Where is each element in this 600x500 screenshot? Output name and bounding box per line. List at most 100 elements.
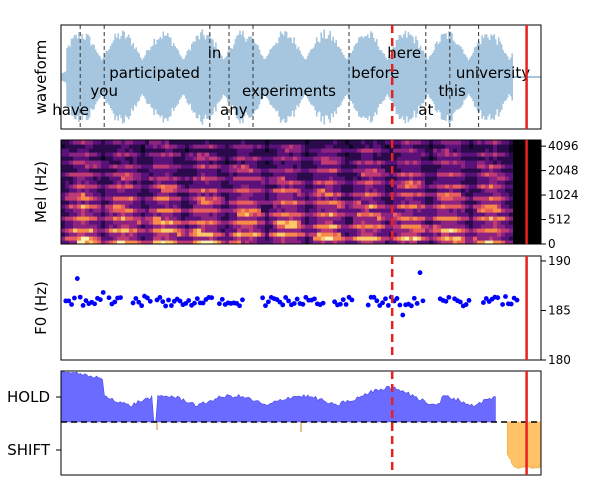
mel-cell <box>233 156 238 161</box>
mel-cell <box>281 208 286 213</box>
mel-cell <box>481 216 486 221</box>
mel-cell <box>445 188 450 193</box>
mel-cell <box>457 240 462 244</box>
mel-cell <box>129 184 134 189</box>
mel-cell <box>501 204 506 209</box>
mel-cell <box>453 196 458 201</box>
mel-cell <box>113 232 118 237</box>
mel-cell <box>169 176 174 181</box>
mel-cell <box>353 144 358 149</box>
mel-cell <box>301 236 306 241</box>
f0-point-110 <box>457 299 463 305</box>
mel-cell <box>509 172 514 177</box>
mel-column-12 <box>109 140 114 244</box>
mel-cell <box>241 212 246 217</box>
mel-cell <box>489 196 494 201</box>
mel-cell <box>177 188 182 193</box>
mel-cell <box>281 216 286 221</box>
mel-column-105 <box>481 140 486 244</box>
mel-cell <box>93 152 98 157</box>
mel-cell <box>133 180 138 185</box>
mel-cell <box>497 144 502 149</box>
mel-cell <box>349 224 354 229</box>
mel-cell <box>197 224 202 229</box>
mel-cell <box>229 164 234 169</box>
mel-cell <box>129 192 134 197</box>
mel-cell <box>209 212 214 217</box>
mel-cell <box>77 172 82 177</box>
mel-column-76 <box>365 140 370 244</box>
mel-cell <box>257 152 262 157</box>
mel-cell <box>445 164 450 169</box>
mel-cell <box>369 188 374 193</box>
mel-cell <box>385 216 390 221</box>
mel-cell <box>153 192 158 197</box>
mel-cell <box>173 224 178 229</box>
mel-cell <box>361 140 366 145</box>
mel-cell <box>309 144 314 149</box>
mel-cell <box>333 188 338 193</box>
mel-cell <box>281 184 286 189</box>
mel-cell <box>165 224 170 229</box>
mel-cell <box>161 208 166 213</box>
mel-cell <box>505 236 510 241</box>
mel-cell <box>161 236 166 241</box>
mel-cell <box>61 144 66 149</box>
mel-cell <box>405 140 410 145</box>
mel-cell <box>313 140 318 145</box>
mel-cell <box>361 152 366 157</box>
mel-cell <box>409 172 414 177</box>
f0-point-112 <box>463 302 469 307</box>
mel-cell <box>449 200 454 205</box>
mel-cell <box>101 160 106 165</box>
f0-point-120 <box>500 302 505 307</box>
mel-cell <box>77 240 82 244</box>
mel-cell <box>421 224 426 229</box>
mel-cell <box>457 220 462 225</box>
mel-cell <box>317 152 322 157</box>
mel-cell <box>377 152 382 157</box>
mel-cell <box>205 172 210 177</box>
mel-cell <box>61 204 66 209</box>
mel-cell <box>361 240 366 244</box>
mel-cell <box>269 140 274 145</box>
f0-point-87 <box>374 298 380 304</box>
mel-cell <box>149 188 154 193</box>
mel-cell <box>265 168 270 173</box>
mel-cell <box>61 212 66 217</box>
mel-cell <box>193 180 198 185</box>
mel-cell <box>337 148 342 153</box>
mel-cell <box>333 140 338 145</box>
mel-cell <box>169 160 174 165</box>
mel-cell <box>485 192 490 197</box>
mel-cell <box>353 212 358 217</box>
mel-cell <box>157 212 162 217</box>
mel-cell <box>501 176 506 181</box>
mel-cell <box>145 232 150 237</box>
mel-cell <box>381 140 386 145</box>
mel-cell <box>145 228 150 233</box>
mel-cell <box>305 212 310 217</box>
mel-cell <box>501 164 506 169</box>
mel-cell <box>77 208 82 213</box>
mel-cell <box>321 160 326 165</box>
mel-cell <box>169 164 174 169</box>
mel-cell <box>193 236 198 241</box>
mel-cell <box>453 168 458 173</box>
mel-cell <box>429 140 434 145</box>
mel-cell <box>373 168 378 173</box>
mel-cell <box>93 156 98 161</box>
mel-cell <box>97 236 102 241</box>
mel-cell <box>413 168 418 173</box>
mel-silence-cell <box>521 140 526 244</box>
mel-cell <box>161 192 166 197</box>
mel-cell <box>249 188 254 193</box>
mel-cell <box>417 148 422 153</box>
mel-cell <box>121 236 126 241</box>
mel-column-92 <box>429 140 434 244</box>
mel-cell <box>361 200 366 205</box>
mel-cell <box>301 232 306 237</box>
mel-cell <box>277 144 282 149</box>
mel-cell <box>197 180 202 185</box>
mel-cell <box>377 184 382 189</box>
